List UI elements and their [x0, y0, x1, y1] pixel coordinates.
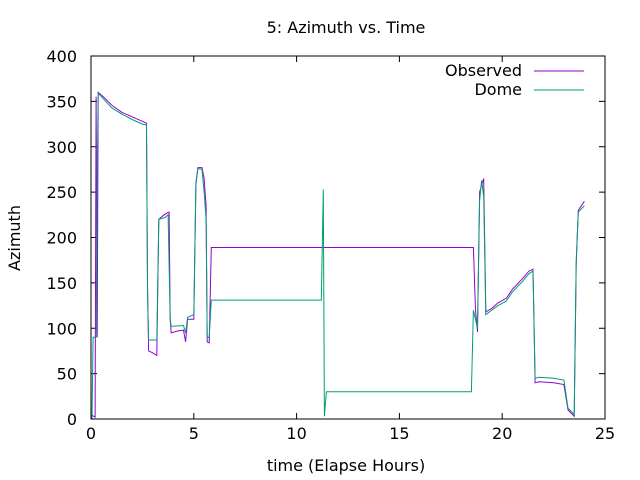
y-tick-label: 100	[46, 319, 77, 338]
x-tick-label: 20	[492, 424, 512, 443]
legend: Observed Dome	[445, 61, 584, 99]
x-tick-label: 25	[595, 424, 615, 443]
x-tick-label: 5	[189, 424, 199, 443]
x-tick-label: 10	[286, 424, 306, 443]
plot-frame	[90, 55, 606, 420]
y-axis-label: Azimuth	[5, 205, 24, 271]
legend-label-observed: Observed	[445, 61, 522, 80]
x-tick-label: 15	[389, 424, 409, 443]
series-line-dome	[91, 91, 585, 420]
legend-label-dome: Dome	[474, 80, 522, 99]
x-tick-label: 0	[86, 424, 96, 443]
y-tick-label: 50	[57, 365, 77, 384]
series-line-observed	[90, 91, 585, 419]
series-layer	[90, 91, 585, 420]
y-tick-label: 350	[46, 92, 77, 111]
x-axis-label: time (Elapse Hours)	[267, 456, 425, 475]
chart-title: 5: Azimuth vs. Time	[267, 18, 426, 37]
y-tick-label: 250	[46, 183, 77, 202]
y-tick-label: 300	[46, 138, 77, 157]
y-tick-label: 150	[46, 274, 77, 293]
y-tick-label: 200	[46, 229, 77, 248]
y-tick-label: 0	[67, 410, 77, 429]
y-tick-label: 400	[46, 47, 77, 66]
